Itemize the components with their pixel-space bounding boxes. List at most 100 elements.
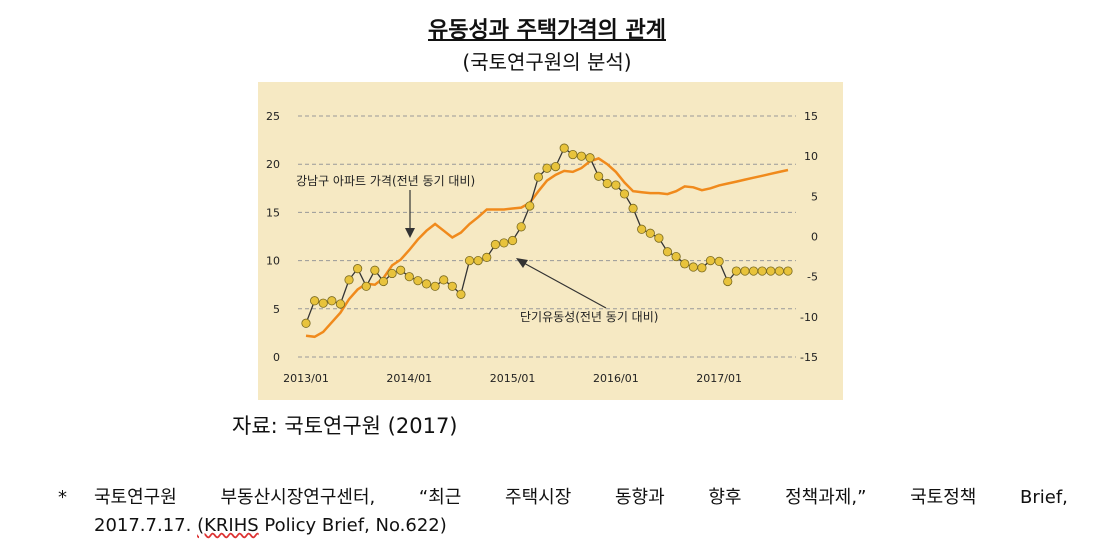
liquidity-point [344,275,354,285]
annotation-price-label: 강남구 아파트 가격(전년 동기 대비) [296,174,475,188]
footnote-krihs: (KRIHS [197,515,259,536]
liquidity-point [697,263,707,273]
footnote-ref: Policy Brief, No.622) [264,515,447,536]
liquidity-point [430,281,440,291]
liquidity-point [378,276,389,287]
liquidity-point [654,233,664,243]
y-left-tick-label: 10 [266,255,280,268]
liquidity-point [439,275,449,285]
y-left-tick-label: 5 [273,303,280,316]
liquidity-point [551,162,561,172]
liquidity-point [421,279,432,289]
liquidity-point [576,151,587,161]
footnote-word: 동향과 [614,487,665,508]
footnote-text: 국토연구원 부동산시장연구센터, “최근 주택시장 동향과 향후 정책과제,” … [94,484,1068,540]
x-tick-label: 2013/01 [283,372,329,385]
y-left-tick-label: 0 [273,351,280,364]
footnote-word: 국토정책 [910,487,977,508]
footnote-marker: * [58,487,67,508]
liquidity-point [335,299,346,309]
liquidity-point [447,281,457,291]
liquidity-point [688,262,698,272]
footnote-word: Brief, [1020,487,1068,508]
annotation-price-arrowhead [405,228,415,238]
liquidity-point [740,266,750,276]
liquidity-point [413,276,423,286]
liquidity-point [731,266,741,276]
footnote-line-2: 2017.7.17. (KRIHS Policy Brief, No.622) [94,512,1068,540]
liquidity-point [456,289,466,299]
liquidity-point [611,180,621,190]
liquidity-point [783,266,793,276]
chart-panel: 0 5 10 15 20 25 -15 -10 -5 0 5 10 15 2013/01 2014/01 20… [258,82,843,400]
liquidity-point [396,265,406,275]
liquidity-point [525,201,535,211]
liquidity-point [542,163,552,173]
x-tick-label: 2014/01 [386,372,432,385]
liquidity-point [387,268,397,279]
y-left-tick-label: 25 [266,110,280,123]
liquidity-point [490,239,500,250]
y-right-tick-label: -15 [800,351,818,364]
source-note: 자료: 국토연구원 (2017) [232,414,458,438]
liquidity-point [568,149,578,160]
liquidity-point [318,298,328,308]
liquidity-point [310,296,320,306]
annotation-liquidity-label: 단기유동성(전년 동기 대비) [520,310,658,324]
liquidity-point [559,143,569,153]
liquidity-point [301,318,311,328]
liquidity-point [507,235,518,246]
liquidity-point [370,265,380,275]
liquidity-point [464,256,475,266]
liquidity-point [585,153,595,163]
chart-title: 유동성과 주택가격의 관계 [428,18,666,43]
liquidity-point [482,252,492,262]
liquidity-point [327,296,337,306]
y-left-tick-label: 20 [266,158,280,171]
liquidity-point [671,251,681,262]
liquidity-point [516,222,526,232]
x-tick-label: 2017/01 [696,372,742,385]
footnote-word: 주택시장 [505,487,572,508]
y-right-tick-label: 10 [804,150,818,163]
liquidity-point [766,266,776,276]
footnote-line-1: 국토연구원 부동산시장연구센터, “최근 주택시장 동향과 향후 정책과제,” … [94,484,1068,512]
chart-svg: 0 5 10 15 20 25 -15 -10 -5 0 5 10 15 2013/01 2014/01 20… [266,110,818,385]
footnote-word: “최근 [418,487,462,508]
liquidity-point [404,272,414,282]
footnote-date: 2017.7.17. [94,515,192,536]
liquidity-point [774,266,784,276]
liquidity-point [757,266,767,276]
liquidity-point [361,281,371,291]
liquidity-point [473,256,483,266]
liquidity-point [705,256,716,266]
liquidity-point [662,247,673,257]
liquidity-point [637,224,647,234]
footnote-word: 정책과제,” [785,487,867,508]
liquidity-point [645,228,655,238]
liquidity-point [748,266,759,276]
liquidity-point [714,256,724,267]
x-tick-label: 2015/01 [490,372,536,385]
y-right-tick-label: 0 [811,231,818,244]
y-right-tick-label: -5 [807,271,818,284]
liquidity-point [723,276,733,287]
liquidity-point [499,238,509,248]
liquidity-point [619,189,630,199]
series-price-line [305,157,789,339]
annotation-liquidity-arrowhead [516,258,528,268]
y-left-tick-label: 15 [266,206,280,219]
footnote-word: 국토연구원 [94,487,177,508]
y-right-tick-label: 5 [811,190,818,203]
liquidity-point [628,203,638,213]
liquidity-point [594,171,604,181]
y-right-tick-label: 15 [804,110,818,123]
liquidity-point [533,172,543,182]
annotation-liquidity-arrow [521,261,607,309]
liquidity-point [353,264,363,274]
liquidity-point [602,178,612,189]
footnote-word: 향후 [708,487,742,508]
liquidity-point [680,259,690,269]
y-right-tick-label: -10 [800,311,818,324]
chart-subtitle: (국토연구원의 분석) [462,50,632,74]
